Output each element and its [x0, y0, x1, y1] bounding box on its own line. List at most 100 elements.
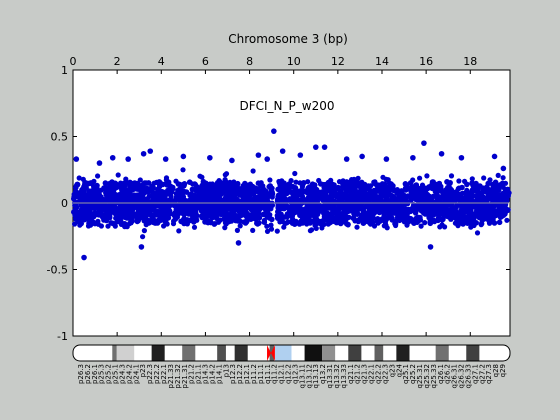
y-axis-ticks: 1 0.5 0 -0.5 -1 [47, 64, 510, 343]
data-point [248, 214, 255, 221]
data-point [160, 216, 167, 222]
data-point [300, 219, 307, 225]
data-point [374, 218, 381, 224]
data-point [430, 179, 437, 185]
data-point [496, 219, 503, 226]
data-point [194, 212, 200, 219]
band-label: p11.1 [257, 364, 265, 384]
data-point [468, 224, 474, 230]
band-label: q21.2 [354, 364, 362, 384]
data-point [385, 198, 391, 204]
data-point [456, 178, 462, 184]
data-point [250, 227, 256, 233]
data-point [474, 195, 480, 201]
data-point [264, 199, 270, 205]
data-point [214, 203, 221, 210]
data-point [177, 208, 183, 215]
band-label: p14.3 [202, 364, 210, 384]
data-point [309, 227, 315, 233]
data-point [363, 211, 369, 218]
data-point [140, 234, 146, 240]
outlier-point [421, 140, 427, 146]
data-point [242, 180, 248, 187]
band-label: q22.3 [381, 364, 389, 384]
band-label: p26.3 [77, 364, 85, 384]
data-point [443, 187, 449, 193]
outlier-point [383, 156, 390, 162]
data-point [282, 220, 288, 227]
data-point [266, 215, 273, 221]
data-point [161, 223, 167, 229]
data-point [115, 210, 122, 217]
data-point [284, 214, 290, 220]
band-label: p24.1 [132, 364, 140, 384]
data-point [344, 188, 350, 194]
data-point [234, 227, 240, 233]
data-point [376, 209, 383, 216]
outlier-point [491, 153, 498, 160]
x-axis-ticks: 0 2 4 6 8 10 12 14 16 18 [70, 55, 477, 336]
band-label: q13.32 [333, 364, 341, 388]
band-label: q26.32 [458, 364, 466, 388]
data-point [240, 209, 246, 216]
data-point [388, 193, 395, 199]
data-point [274, 215, 281, 221]
band-label: q25.33 [430, 364, 438, 388]
data-point [181, 220, 187, 227]
outlier-point [279, 148, 286, 154]
data-point [478, 220, 485, 227]
band-label: q23 [388, 364, 396, 377]
data-point [492, 179, 499, 186]
data-point [293, 179, 299, 185]
data-point [329, 181, 336, 188]
data-point [264, 223, 270, 229]
ideogram-band [322, 345, 336, 361]
data-point [289, 183, 296, 190]
data-point [329, 193, 336, 200]
data-point [283, 204, 290, 211]
data-point [115, 215, 122, 222]
data-point [182, 209, 188, 215]
data-point [502, 199, 509, 205]
x-tick-label: 0 [70, 55, 77, 68]
outlier-point [125, 156, 131, 162]
data-point [453, 194, 460, 200]
data-point [225, 183, 232, 189]
data-point [481, 175, 487, 181]
data-point [386, 180, 393, 187]
data-point [378, 189, 384, 196]
data-point [146, 220, 152, 226]
scatter-points [71, 128, 512, 261]
data-point [293, 202, 300, 209]
ideogram-band [304, 345, 323, 361]
band-label: q26.33 [464, 364, 472, 388]
data-point [218, 191, 224, 197]
data-point [453, 204, 460, 210]
data-point [157, 203, 163, 209]
outlier-point [255, 152, 262, 158]
band-label: q26.2 [444, 364, 452, 384]
data-point [134, 210, 141, 216]
data-point [468, 208, 474, 214]
data-point [496, 211, 503, 218]
data-point [196, 203, 202, 210]
outlier-point [81, 254, 87, 261]
data-point [75, 209, 81, 216]
data-point [304, 188, 310, 194]
data-point [203, 211, 209, 218]
data-point [358, 215, 364, 222]
data-point [423, 197, 430, 203]
data-point [402, 207, 408, 213]
band-label: q27.3 [485, 364, 493, 384]
data-point [338, 203, 345, 210]
band-label: q26.1 [437, 364, 445, 384]
data-point [76, 175, 82, 181]
y-tick-label: -0.5 [47, 264, 68, 277]
outlier-point [229, 157, 235, 164]
data-point [181, 181, 188, 187]
ideogram-band [396, 345, 410, 361]
data-point [384, 206, 390, 213]
data-point [189, 199, 196, 205]
band-label: q13.13 [312, 364, 320, 388]
x-tick-label: 12 [331, 55, 345, 68]
